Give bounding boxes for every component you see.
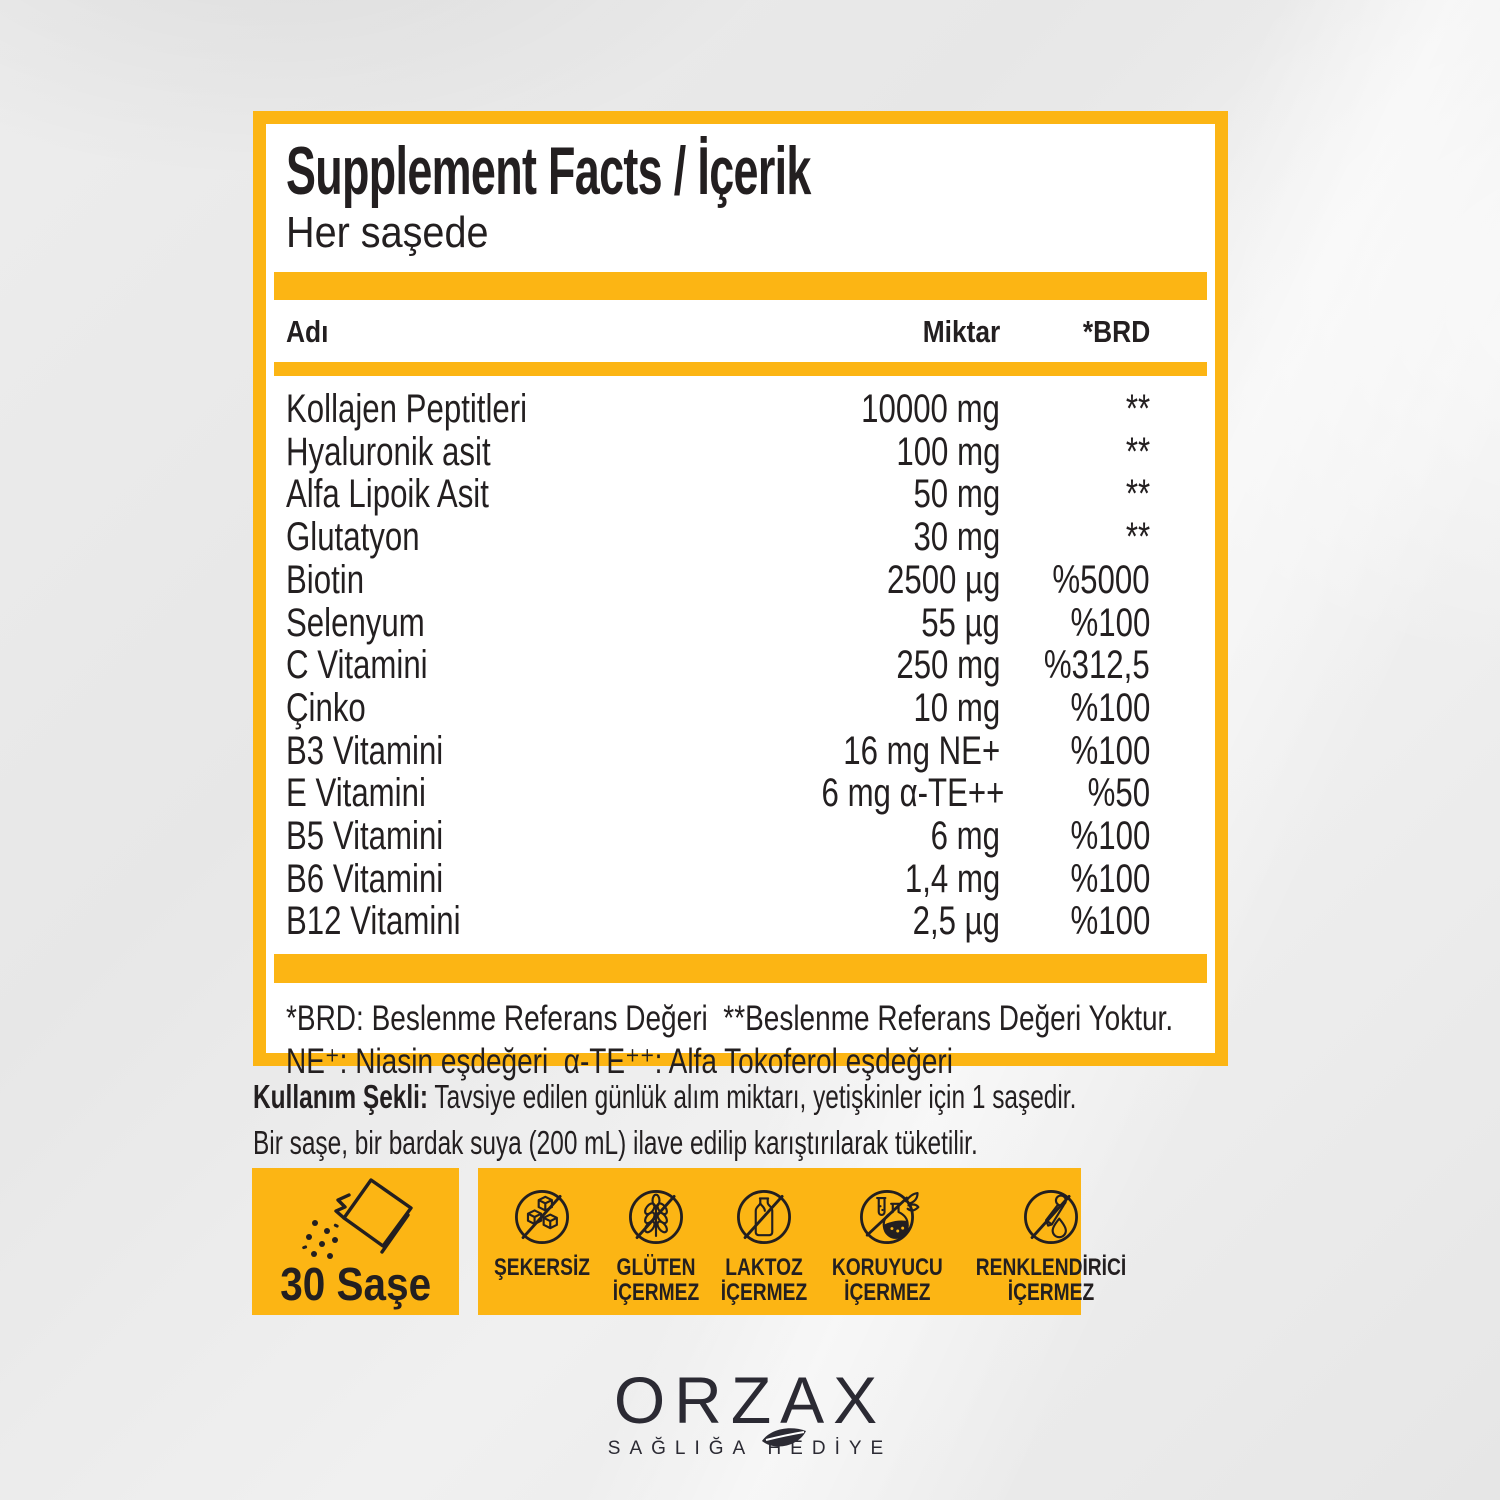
nutrient-table: Kollajen Peptitleri 10000 mg ** Hyaluronik… xyxy=(286,388,1195,943)
divider-bar-bottom xyxy=(274,954,1207,984)
no-gluten-icon xyxy=(629,1190,684,1244)
brand-logo: ORZAX SAĞLIĞA HEDİYE xyxy=(0,1367,1500,1459)
sachet-count-label: 30 Saşe xyxy=(280,1258,431,1310)
table-row: Hyaluronik asit 100 mg ** xyxy=(286,429,1150,474)
column-header-name: Adı xyxy=(286,314,329,349)
footnote-brd: *BRD: Beslenme Referans Değeri **Beslenm… xyxy=(286,999,1174,1039)
table-row: B12 Vitamini 2,5 µg %100 xyxy=(286,899,1150,944)
leaf-icon xyxy=(760,1396,808,1447)
badge-sugar-free: ŞEKERSİZ xyxy=(482,1184,602,1280)
table-header: Adı Miktar *BRD xyxy=(286,315,1195,349)
table-row: Glutatyon 30 mg ** xyxy=(286,515,1150,560)
table-row: Çinko 10 mg %100 xyxy=(286,685,1150,730)
table-row: B3 Vitamini 16 mg NE+ %100 xyxy=(286,728,1150,773)
table-row: B5 Vitamini 6 mg %100 xyxy=(286,814,1150,859)
supplement-facts-panel: Supplement Facts / İçerik Her saşede Adı… xyxy=(253,111,1228,1081)
table-row: Selenyum 55 µg %100 xyxy=(286,600,1150,645)
badge-label: LAKTOZ İÇERMEZ xyxy=(720,1254,808,1306)
badge-label: GLÜTEN İÇERMEZ xyxy=(612,1254,700,1306)
usage-line2: Bir saşe, bir bardak suya (200 mL) ilave… xyxy=(253,1124,978,1161)
badge-preservative-free: KORUYUCU İÇERMEZ xyxy=(818,1184,957,1305)
table-row: E Vitamini 6 mg α-TE++ %50 xyxy=(286,771,1150,816)
free-from-badges: ŞEKERSİZ xyxy=(478,1168,1126,1315)
column-header-brd: *BRD xyxy=(1082,314,1150,349)
table-row: Biotin 2500 µg %5000 xyxy=(286,557,1150,602)
divider-bar-header xyxy=(274,362,1207,376)
badge-label: KORUYUCU İÇERMEZ xyxy=(831,1254,943,1306)
no-sugar-icon xyxy=(515,1190,569,1244)
table-row: Kollajen Peptitleri 10000 mg ** xyxy=(286,387,1150,431)
table-row: Alfa Lipoik Asit 50 mg ** xyxy=(286,472,1150,517)
badge-colorant-free: RENKLENDİRİCİ İÇERMEZ xyxy=(957,1184,1145,1305)
table-row: C Vitamini 250 mg %312,5 xyxy=(286,643,1150,688)
badge-label: ŞEKERSİZ xyxy=(494,1254,591,1281)
no-preservative-icon xyxy=(860,1190,920,1244)
usage-directions: Kullanım Şekli: Tavsiye edilen günlük al… xyxy=(253,1074,1483,1166)
usage-line1: Tavsiye edilen günlük alım miktarı, yeti… xyxy=(428,1078,1077,1115)
badge-label: RENKLENDİRİCİ İÇERMEZ xyxy=(975,1254,1126,1306)
table-row: B6 Vitamini 1,4 mg %100 xyxy=(286,856,1150,901)
sachet-pour-icon xyxy=(301,1178,413,1259)
badge-gluten-free: GLÜTEN İÇERMEZ xyxy=(602,1184,710,1305)
column-header-amount: Miktar xyxy=(922,314,1000,349)
serving-subtitle: Her saşede xyxy=(286,208,489,257)
footnote-equivalents: NE⁺: Niasin eşdeğeri α-TE⁺⁺: Alfa Tokofe… xyxy=(286,1042,953,1082)
panel-title: Supplement Facts / İçerik xyxy=(286,133,811,209)
divider-bar-top xyxy=(274,272,1207,300)
badge-lactose-free: LAKTOZ İÇERMEZ xyxy=(710,1184,818,1305)
sachet-count-box: 30 Saşe xyxy=(252,1168,459,1315)
no-lactose-icon xyxy=(737,1190,792,1244)
brand-wordmark: ORZAX xyxy=(614,1367,886,1447)
usage-label: Kullanım Şekli: xyxy=(253,1078,429,1115)
no-colorant-icon xyxy=(1023,1190,1078,1244)
brand-tagline: SAĞLIĞA HEDİYE xyxy=(607,1438,893,1459)
